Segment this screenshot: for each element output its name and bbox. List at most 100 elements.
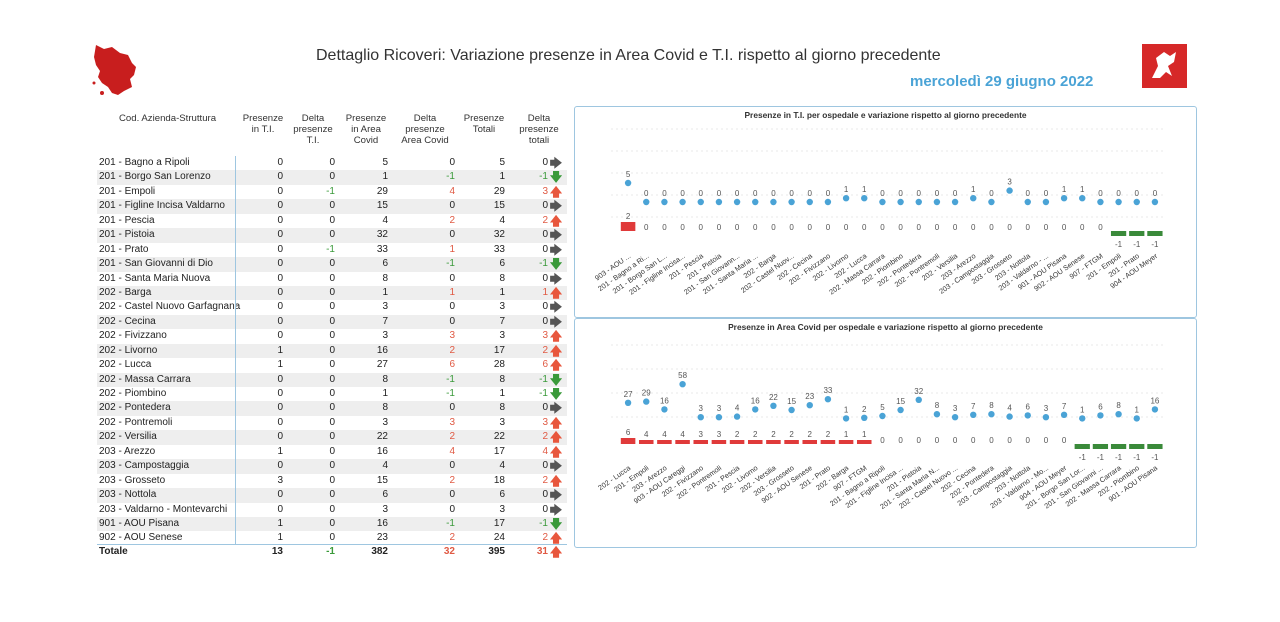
cell-area-covid: 8 (382, 373, 388, 385)
cell-delta-area-covid: 0 (449, 489, 455, 501)
col-header-area-covid-l1: Presenze (345, 113, 387, 124)
col-header-area-covid[interactable]: Presenze in Area Covid (343, 113, 389, 161)
table-row[interactable]: 203 - Valdarno - Montevarchi 0 0 3 0 3 0 🡆 (97, 502, 567, 517)
total-point (624, 179, 632, 187)
total-label: 0 (1044, 189, 1049, 198)
table-row[interactable]: 203 - Campostaggia 0 0 4 0 4 0 🡆 (97, 459, 567, 474)
table-row[interactable]: 203 - Grosseto 3 0 15 2 18 2 🡅 (97, 473, 567, 489)
cell-ti: 1 (277, 532, 283, 544)
table-row[interactable]: 201 - Pistoia 0 0 32 0 32 0 🡆 (97, 228, 567, 243)
table-row[interactable]: 202 - Massa Carrara 0 0 8 -1 8 -1 🡇 (97, 372, 567, 387)
cell-delta-totali: 2 (542, 214, 548, 226)
cell-area-covid: 8 (382, 402, 388, 414)
delta-label: 0 (717, 223, 722, 232)
table-row[interactable]: 202 - Versilia 0 0 22 2 22 2 🡅 (97, 430, 567, 445)
data-table: Cod. Azienda-Struttura Presenze in T.I. D… (97, 108, 567, 560)
col-header-totali[interactable]: Presenze Totali (459, 113, 509, 161)
total-label: 5 (880, 403, 885, 412)
delta-label: 0 (989, 436, 994, 445)
cell-delta-ti: 0 (329, 272, 335, 284)
cell-delta-totali: 0 (542, 157, 548, 168)
cell-ti: 0 (277, 171, 283, 183)
total-point (824, 396, 832, 403)
table-row[interactable]: 202 - Castel Nuovo Garfagnana 0 0 3 0 3 0 🡆 (97, 300, 567, 315)
total-point (770, 198, 777, 206)
cell-delta-totali: 0 (542, 402, 548, 414)
delta-label: -1 (1079, 453, 1087, 462)
arrow-right-icon: 🡆 (549, 459, 563, 474)
delta-bar (838, 440, 854, 444)
total-label: 0 (771, 189, 776, 198)
table-row[interactable]: 202 - Pontremoli 0 0 3 3 3 3 🡅 (97, 415, 567, 431)
delta-bar (1110, 231, 1127, 236)
cell-area-covid: 16 (376, 517, 388, 529)
table-row[interactable]: 201 - Borgo San Lorenzo 0 0 1 -1 1 -1 🡇 (97, 170, 567, 185)
arrow-right-icon: 🡆 (549, 488, 563, 503)
col-header-delta-totali[interactable]: Delta presenze totali (515, 113, 563, 161)
table-row[interactable]: 201 - Empoli 0 -1 29 4 29 3 🡅 (97, 184, 567, 200)
table-row[interactable]: 202 - Fivizzano 0 0 3 3 3 3 🡅 (97, 329, 567, 344)
delta-label: 0 (989, 223, 994, 232)
cell-delta-ti: 0 (329, 301, 335, 313)
table-row[interactable]: 201 - Prato 0 -1 33 1 33 0 🡆 (97, 242, 567, 258)
total-label: 8 (935, 401, 940, 410)
row-name: 203 - Valdarno - Montevarchi (99, 503, 228, 515)
table-row[interactable]: 901 - AOU Pisana 1 0 16 -1 17 -1 🡇 (97, 516, 567, 532)
table-row[interactable]: 202 - Pontedera 0 0 8 0 8 0 🡆 (97, 401, 567, 416)
cell-delta-totali: 0 (542, 503, 548, 515)
delta-label: 0 (935, 223, 940, 232)
col-header-delta-ti-l3: T.I. (306, 135, 320, 146)
total-label: 3 (1044, 404, 1049, 413)
delta-label: 0 (1007, 436, 1012, 445)
col-header-ti[interactable]: Presenze in T.I. (240, 113, 286, 161)
col-header-delta-ti[interactable]: Delta presenze T.I. (290, 113, 336, 161)
page-title: Dettaglio Ricoveri: Variazione presenze … (316, 47, 941, 64)
table-row[interactable]: 202 - Barga 0 0 1 1 1 1 🡅 (97, 285, 567, 301)
delta-label: 0 (808, 223, 813, 232)
cell-totali: 6 (499, 489, 505, 501)
cell-delta-totali: 3 (542, 416, 548, 428)
table-row[interactable]: 202 - Livorno 1 0 16 2 17 2 🡅 (97, 343, 567, 359)
table-row[interactable]: 902 - AOU Senese 1 0 23 2 24 2 🡅 (97, 531, 567, 546)
delta-bar (766, 440, 781, 444)
table-row[interactable]: 203 - Nottola 0 0 6 0 6 0 🡆 (97, 488, 567, 503)
table-row[interactable]: 201 - Figline Incisa Valdarno 0 0 15 0 15 0 🡆 (97, 199, 567, 214)
cell-delta-area-covid: 4 (449, 185, 455, 197)
col-header-delta-area-covid[interactable]: Delta presenze Area Covid (397, 113, 453, 161)
total-point (861, 414, 868, 421)
table-row[interactable]: 201 - Pescia 0 0 4 2 4 2 🡅 (97, 213, 567, 229)
delta-label: 0 (1026, 436, 1031, 445)
arrow-up-icon: 🡅 (549, 473, 563, 488)
delta-label: 0 (935, 436, 940, 445)
cell-delta-totali: 2 (542, 474, 548, 486)
total-point (806, 402, 813, 409)
delta-label: 0 (862, 223, 867, 232)
table-row[interactable]: 203 - Arezzo 1 0 16 4 17 4 🡅 (97, 444, 567, 460)
table-row[interactable]: 201 - San Giovanni di Dio 0 0 6 -1 6 -1 🡇 (97, 257, 567, 272)
table-row[interactable]: 202 - Lucca 1 0 27 6 28 6 🡅 (97, 358, 567, 373)
total-label: 3 (717, 404, 722, 413)
cell-delta-totali: 3 (542, 185, 548, 197)
total-label: 4 (735, 404, 740, 413)
total-label: 3 (953, 404, 958, 413)
total-point (679, 381, 686, 388)
total-point (1079, 415, 1086, 422)
total-label: 0 (1026, 189, 1031, 198)
cell-totali: 15 (493, 200, 505, 212)
table-row[interactable]: 201 - Bagno a Ripoli 0 0 5 0 5 0 🡆 (97, 156, 567, 171)
cell-ti: 0 (277, 489, 283, 501)
delta-label: 0 (953, 223, 958, 232)
table-row[interactable]: 202 - Cecina 0 0 7 0 7 0 🡆 (97, 314, 567, 330)
table-row[interactable]: 201 - Santa Maria Nuova 0 0 8 0 8 0 🡆 (97, 271, 567, 286)
row-name: 201 - Pescia (99, 214, 155, 226)
total-point (788, 198, 795, 206)
arrow-up-icon: 🡅 (549, 545, 563, 559)
col-header-name[interactable]: Cod. Azienda-Struttura (119, 113, 217, 124)
cell-area-covid: 27 (376, 359, 388, 371)
cell-totali: 3 (499, 330, 505, 342)
table-row[interactable]: 202 - Piombino 0 0 1 -1 1 -1 🡇 (97, 387, 567, 402)
total-point (1115, 411, 1122, 418)
cell-area-covid: 3 (382, 416, 388, 428)
delta-label: 4 (644, 430, 649, 439)
